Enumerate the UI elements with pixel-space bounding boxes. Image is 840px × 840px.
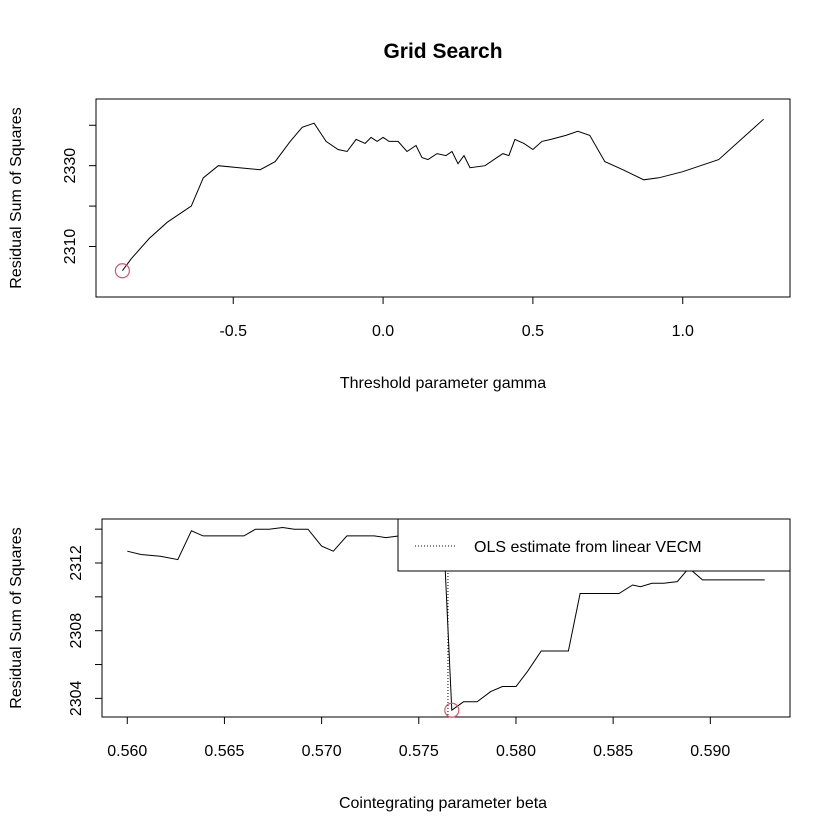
- plot-frame-gamma: [95, 98, 791, 298]
- panel-beta: 0.560 0.565 0.570 0.575 0.580 0.585 0.590 2304 2…: [8, 518, 791, 812]
- series-line-beta: [127, 526, 765, 712]
- x-tick-label-beta: 0.590: [690, 743, 730, 760]
- x-tick-label-gamma: 0.5: [522, 323, 544, 340]
- y-tick-label-beta: 2312: [68, 545, 85, 581]
- y-tick-label-beta: 2308: [68, 613, 85, 649]
- ticks-beta: 0.560 0.565 0.570 0.575 0.580 0.585 0.590 2304 2…: [68, 528, 730, 760]
- series-line-gamma: [121, 118, 764, 271]
- figure-title: Grid Search: [383, 40, 502, 63]
- legend-box: [397, 518, 791, 572]
- x-tick-label-beta: 0.580: [496, 743, 536, 760]
- x-axis-label-beta: Cointegrating parameter beta: [339, 795, 547, 812]
- minimum-marker-gamma: [114, 263, 130, 279]
- x-axis-label-gamma: Threshold parameter gamma: [340, 375, 546, 392]
- x-tick-label-beta: 0.570: [302, 743, 342, 760]
- x-tick-label-beta: 0.560: [107, 743, 147, 760]
- ticks-gamma: -0.5 0.0 0.5 1.0 2310 2330: [62, 124, 694, 340]
- x-tick-label-gamma: 0.0: [372, 323, 394, 340]
- y-axis-label-gamma: Residual Sum of Squares: [8, 107, 25, 288]
- x-tick-label-beta: 0.575: [399, 743, 439, 760]
- y-tick-label-gamma: 2310: [62, 229, 79, 265]
- y-tick-label-gamma: 2330: [62, 148, 79, 184]
- marks-gamma: [114, 118, 764, 279]
- x-tick-label-beta: 0.585: [593, 743, 633, 760]
- x-tick-label-beta: 0.565: [204, 743, 244, 760]
- x-tick-label-gamma: 1.0: [672, 323, 694, 340]
- y-tick-label-beta: 2304: [68, 680, 85, 716]
- minimum-marker-beta: [444, 702, 460, 718]
- panel-gamma: -0.5 0.0 0.5 1.0 2310 2330 Threshold paramete…: [8, 98, 791, 392]
- legend-label-ols: OLS estimate from linear VECM: [474, 539, 702, 556]
- y-axis-label-beta: Residual Sum of Squares: [8, 527, 25, 708]
- x-tick-label-gamma: -0.5: [219, 323, 247, 340]
- legend: OLS estimate from linear VECM: [397, 518, 791, 572]
